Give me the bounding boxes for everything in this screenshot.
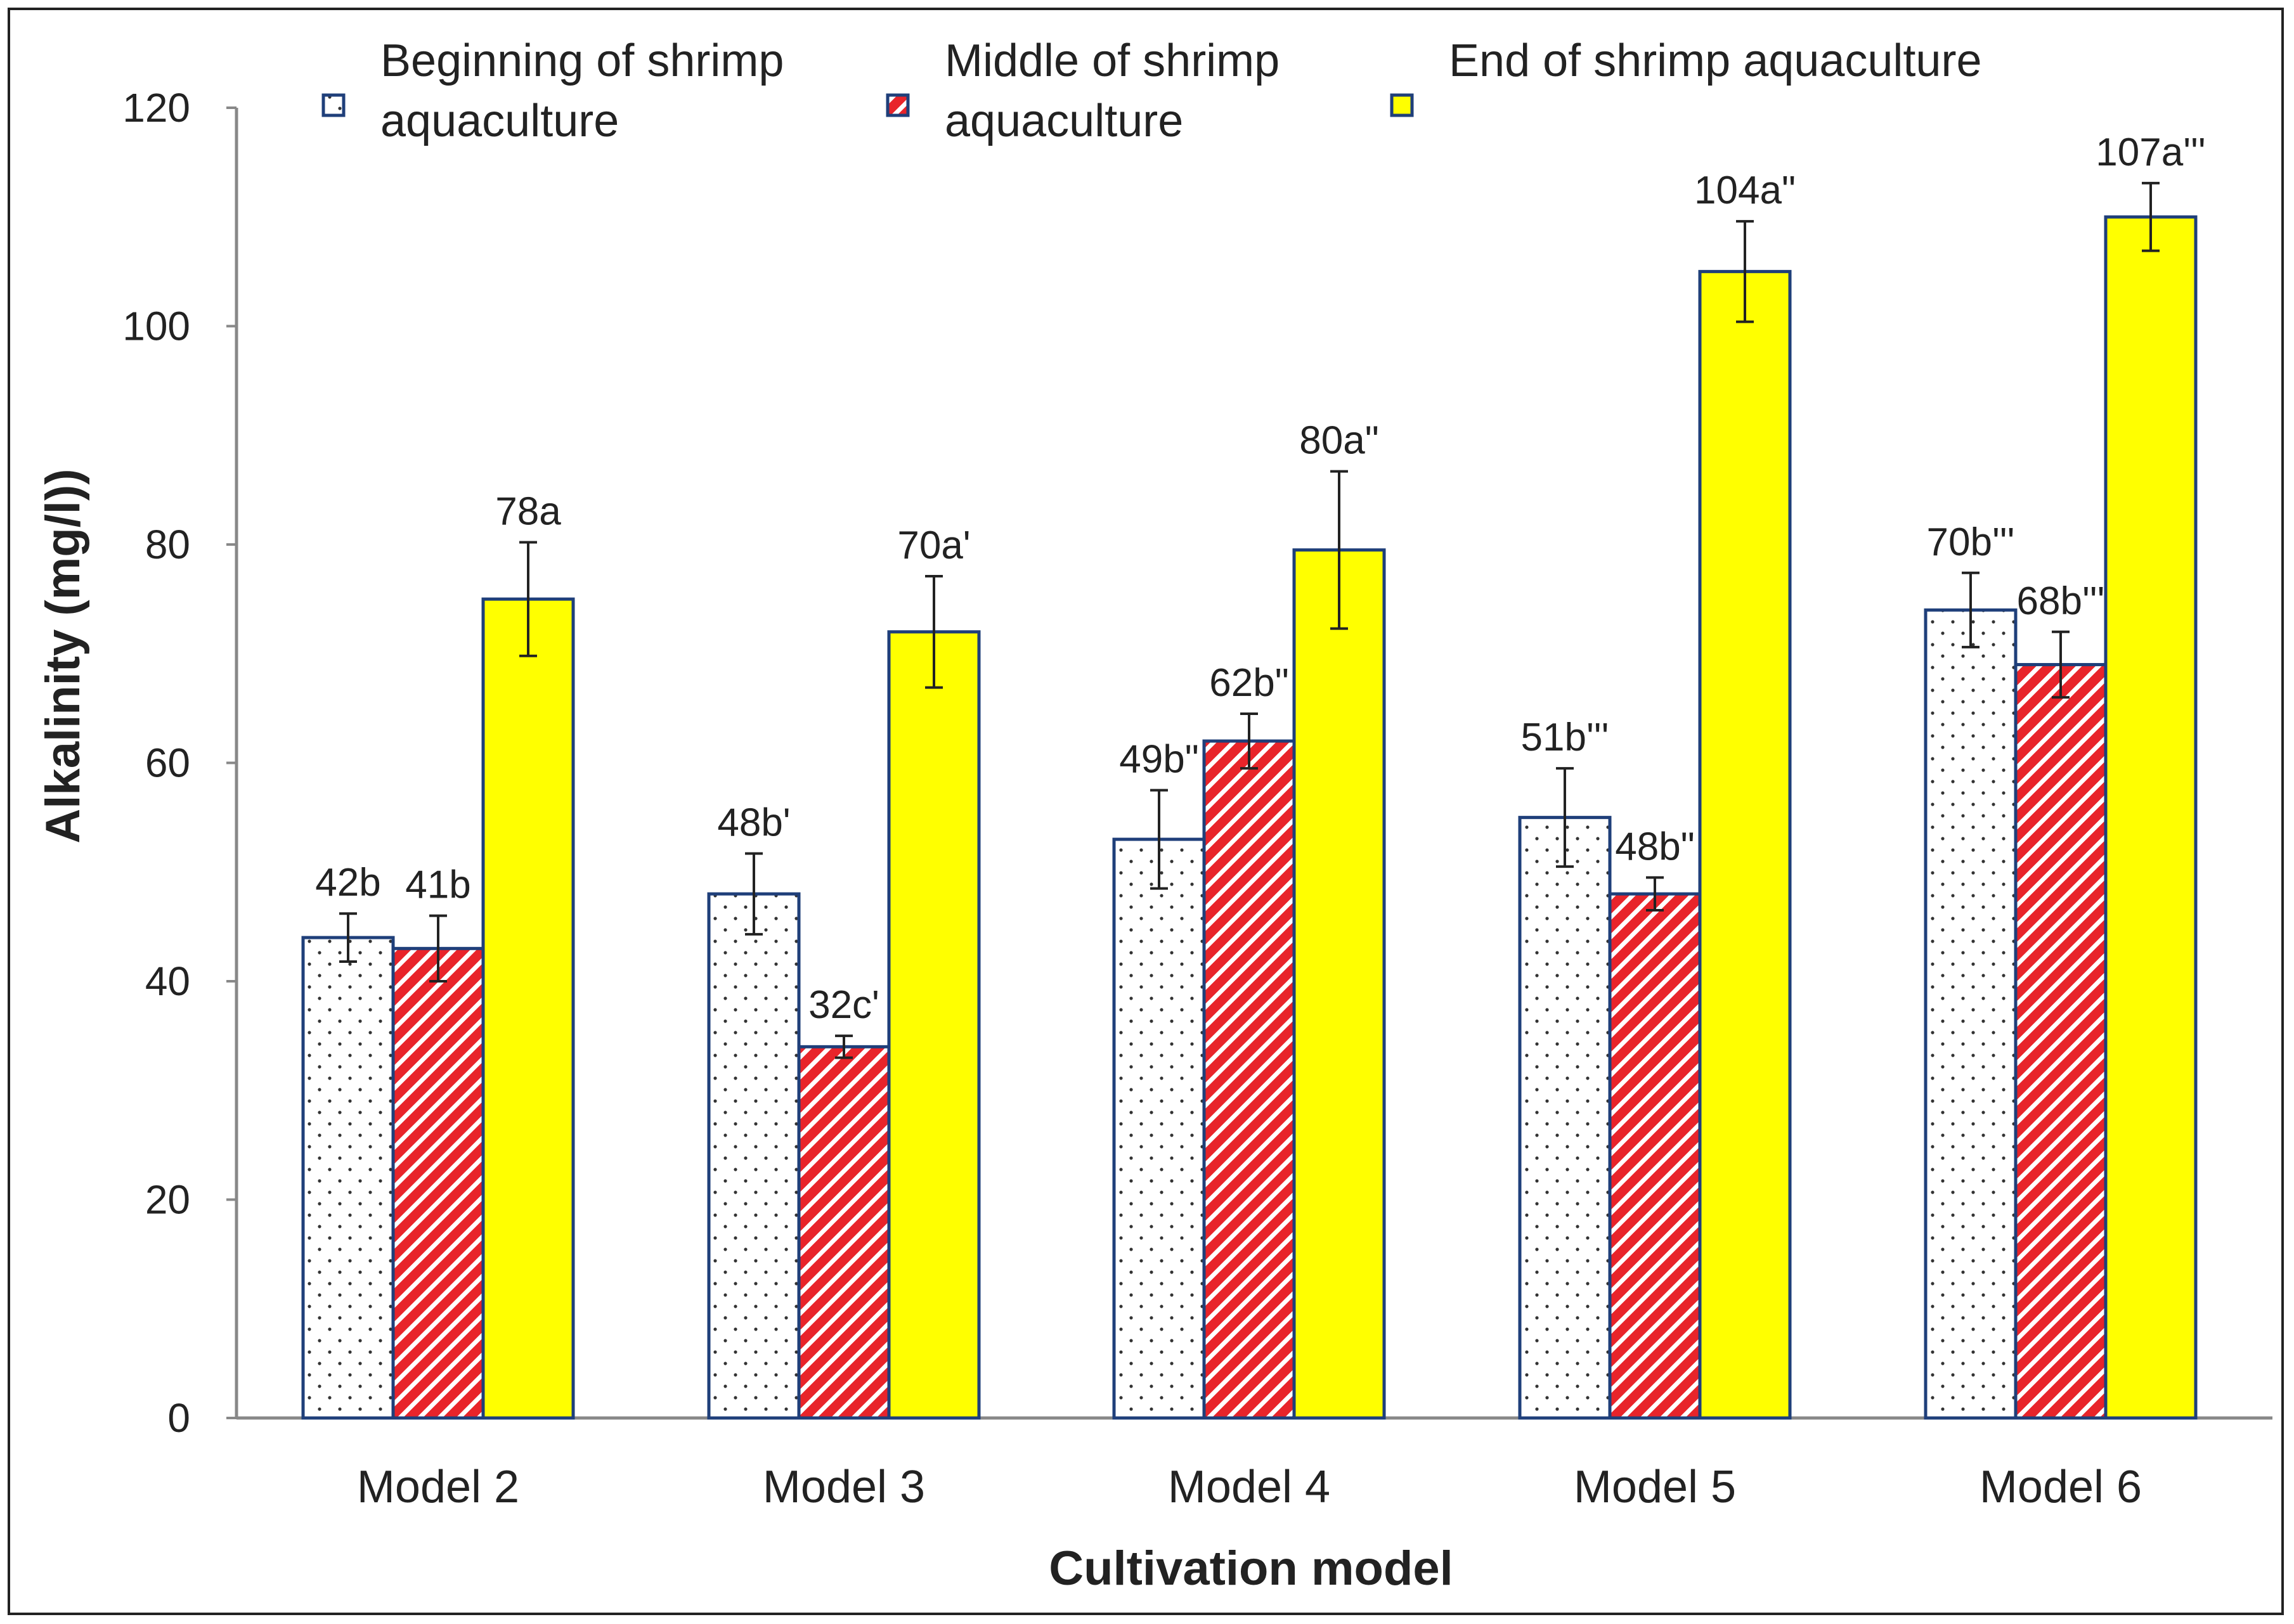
y-tick-label: 60 <box>145 740 190 786</box>
bar-series-1 <box>1608 892 1702 1420</box>
y-tick-labels: 0 20 40 60 80 100 120 <box>122 85 237 1441</box>
x-axis-title: Cultivation model <box>1049 1542 1453 1595</box>
bar-series-1 <box>1202 739 1296 1420</box>
data-label: 104a" <box>1694 169 1796 212</box>
category-label: Model 4 <box>1168 1462 1330 1512</box>
bar-series-1 <box>2014 662 2108 1420</box>
legend-swatch-2 <box>1390 93 1414 117</box>
data-label: 70a' <box>897 524 970 567</box>
y-axis-title: Alkalinity (mg/l)) <box>36 468 90 843</box>
bar-series-0 <box>1518 816 1612 1420</box>
legend: Beginning of shrimp aquaculture Middle of … <box>321 35 1981 146</box>
category-label: Model 2 <box>357 1462 519 1512</box>
y-tick-label: 40 <box>145 958 190 1004</box>
bar-series-2 <box>887 630 981 1420</box>
legend-swatch-0 <box>321 93 346 117</box>
data-label: 32c' <box>808 983 879 1027</box>
legend-swatch-1 <box>886 93 910 117</box>
chart-frame <box>8 8 2284 1615</box>
error-bars <box>339 181 2160 1059</box>
data-label: 70b''' <box>1927 520 2015 564</box>
legend-label: aquaculture <box>380 96 619 146</box>
legend-label: aquaculture <box>945 96 1183 146</box>
data-label: 62b" <box>1209 661 1288 705</box>
data-label: 68b''' <box>2017 579 2105 623</box>
legend-label: Beginning of shrimp <box>380 35 784 86</box>
y-tick-label: 100 <box>122 304 190 349</box>
y-tick-label: 0 <box>167 1395 190 1441</box>
bar-series-2 <box>1292 548 1386 1420</box>
category-labels: Model 2 Model 3 Model 4 Model 5 Model 6 <box>357 1462 2142 1512</box>
bar-series-2 <box>2104 215 2198 1420</box>
category-label: Model 5 <box>1574 1462 1736 1512</box>
y-tick-label: 120 <box>122 85 190 131</box>
data-labels: 42b 41b 78a 48b' 32c' 70a' 49b"62b" 80a" 51b''' 4… <box>315 131 2205 1027</box>
y-tick-label: 80 <box>145 522 190 567</box>
bar-series-0 <box>707 892 801 1420</box>
data-label: 80a" <box>1299 419 1378 463</box>
bar-series-0 <box>1112 837 1206 1420</box>
data-label: 41b <box>405 863 470 907</box>
bars <box>301 215 2198 1420</box>
data-label: 42b <box>315 861 380 905</box>
bar-series-1 <box>391 946 485 1420</box>
bar-series-0 <box>301 936 395 1420</box>
data-label: 107a''' <box>2096 131 2205 174</box>
category-label: Model 6 <box>1980 1462 2142 1512</box>
bar-series-1 <box>797 1045 891 1420</box>
category-label: Model 3 <box>763 1462 925 1512</box>
legend-label: End of shrimp aquaculture <box>1449 35 1981 86</box>
data-label: 49b" <box>1119 738 1198 782</box>
bar-series-2 <box>1698 269 1792 1420</box>
data-label: 48b" <box>1615 825 1694 868</box>
bar-series-2 <box>481 597 575 1420</box>
bar-series-0 <box>1924 608 2018 1420</box>
y-tick-label: 20 <box>145 1177 190 1223</box>
data-label: 78a <box>495 490 561 534</box>
legend-label: Middle of shrimp <box>945 35 1280 86</box>
data-label: 51b''' <box>1521 716 1609 759</box>
data-label: 48b' <box>717 801 790 844</box>
